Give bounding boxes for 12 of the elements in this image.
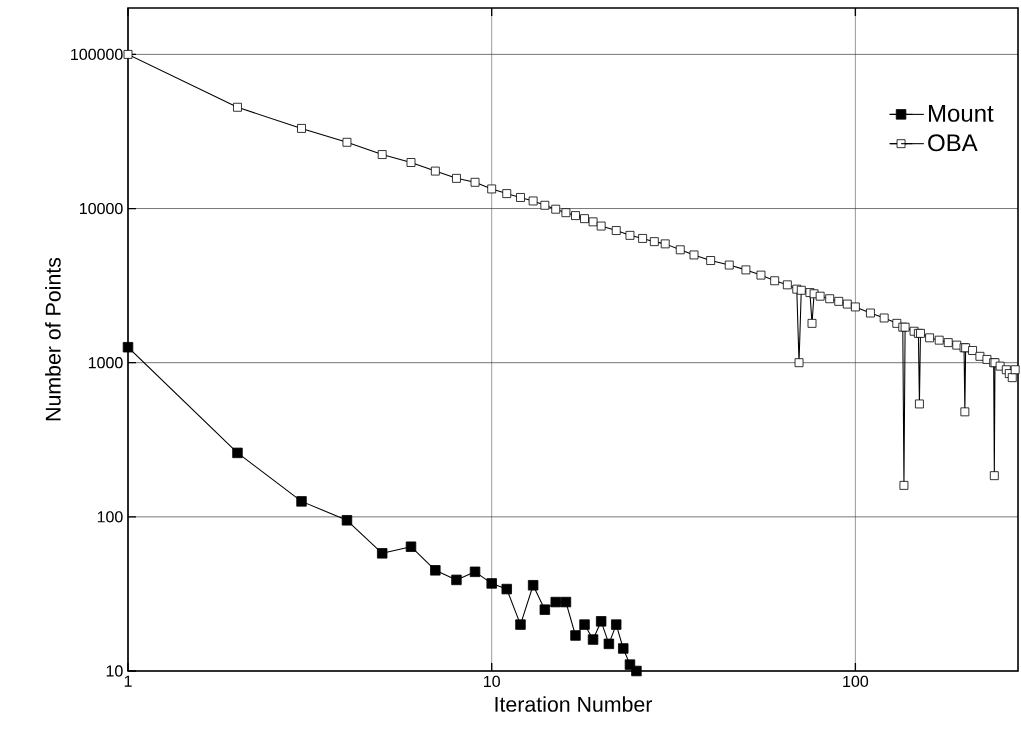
y-tick-label: 100000 (71, 48, 123, 61)
y-tick-label: 1000 (88, 357, 123, 369)
legend-label: Mount (928, 105, 994, 122)
x-tick-label: 10 (484, 675, 500, 688)
x-tick-label: 100 (843, 675, 869, 688)
y-tick-label: 10 (106, 665, 123, 677)
y-tick-label: 10000 (80, 202, 123, 215)
y-tick-label: 100 (97, 511, 123, 523)
x-tick-label: 1 (124, 675, 132, 687)
legend-label: OBA (928, 134, 978, 152)
y-axis-title: Number of Points (45, 257, 61, 421)
x-axis-title: Iteration Number (495, 696, 653, 712)
